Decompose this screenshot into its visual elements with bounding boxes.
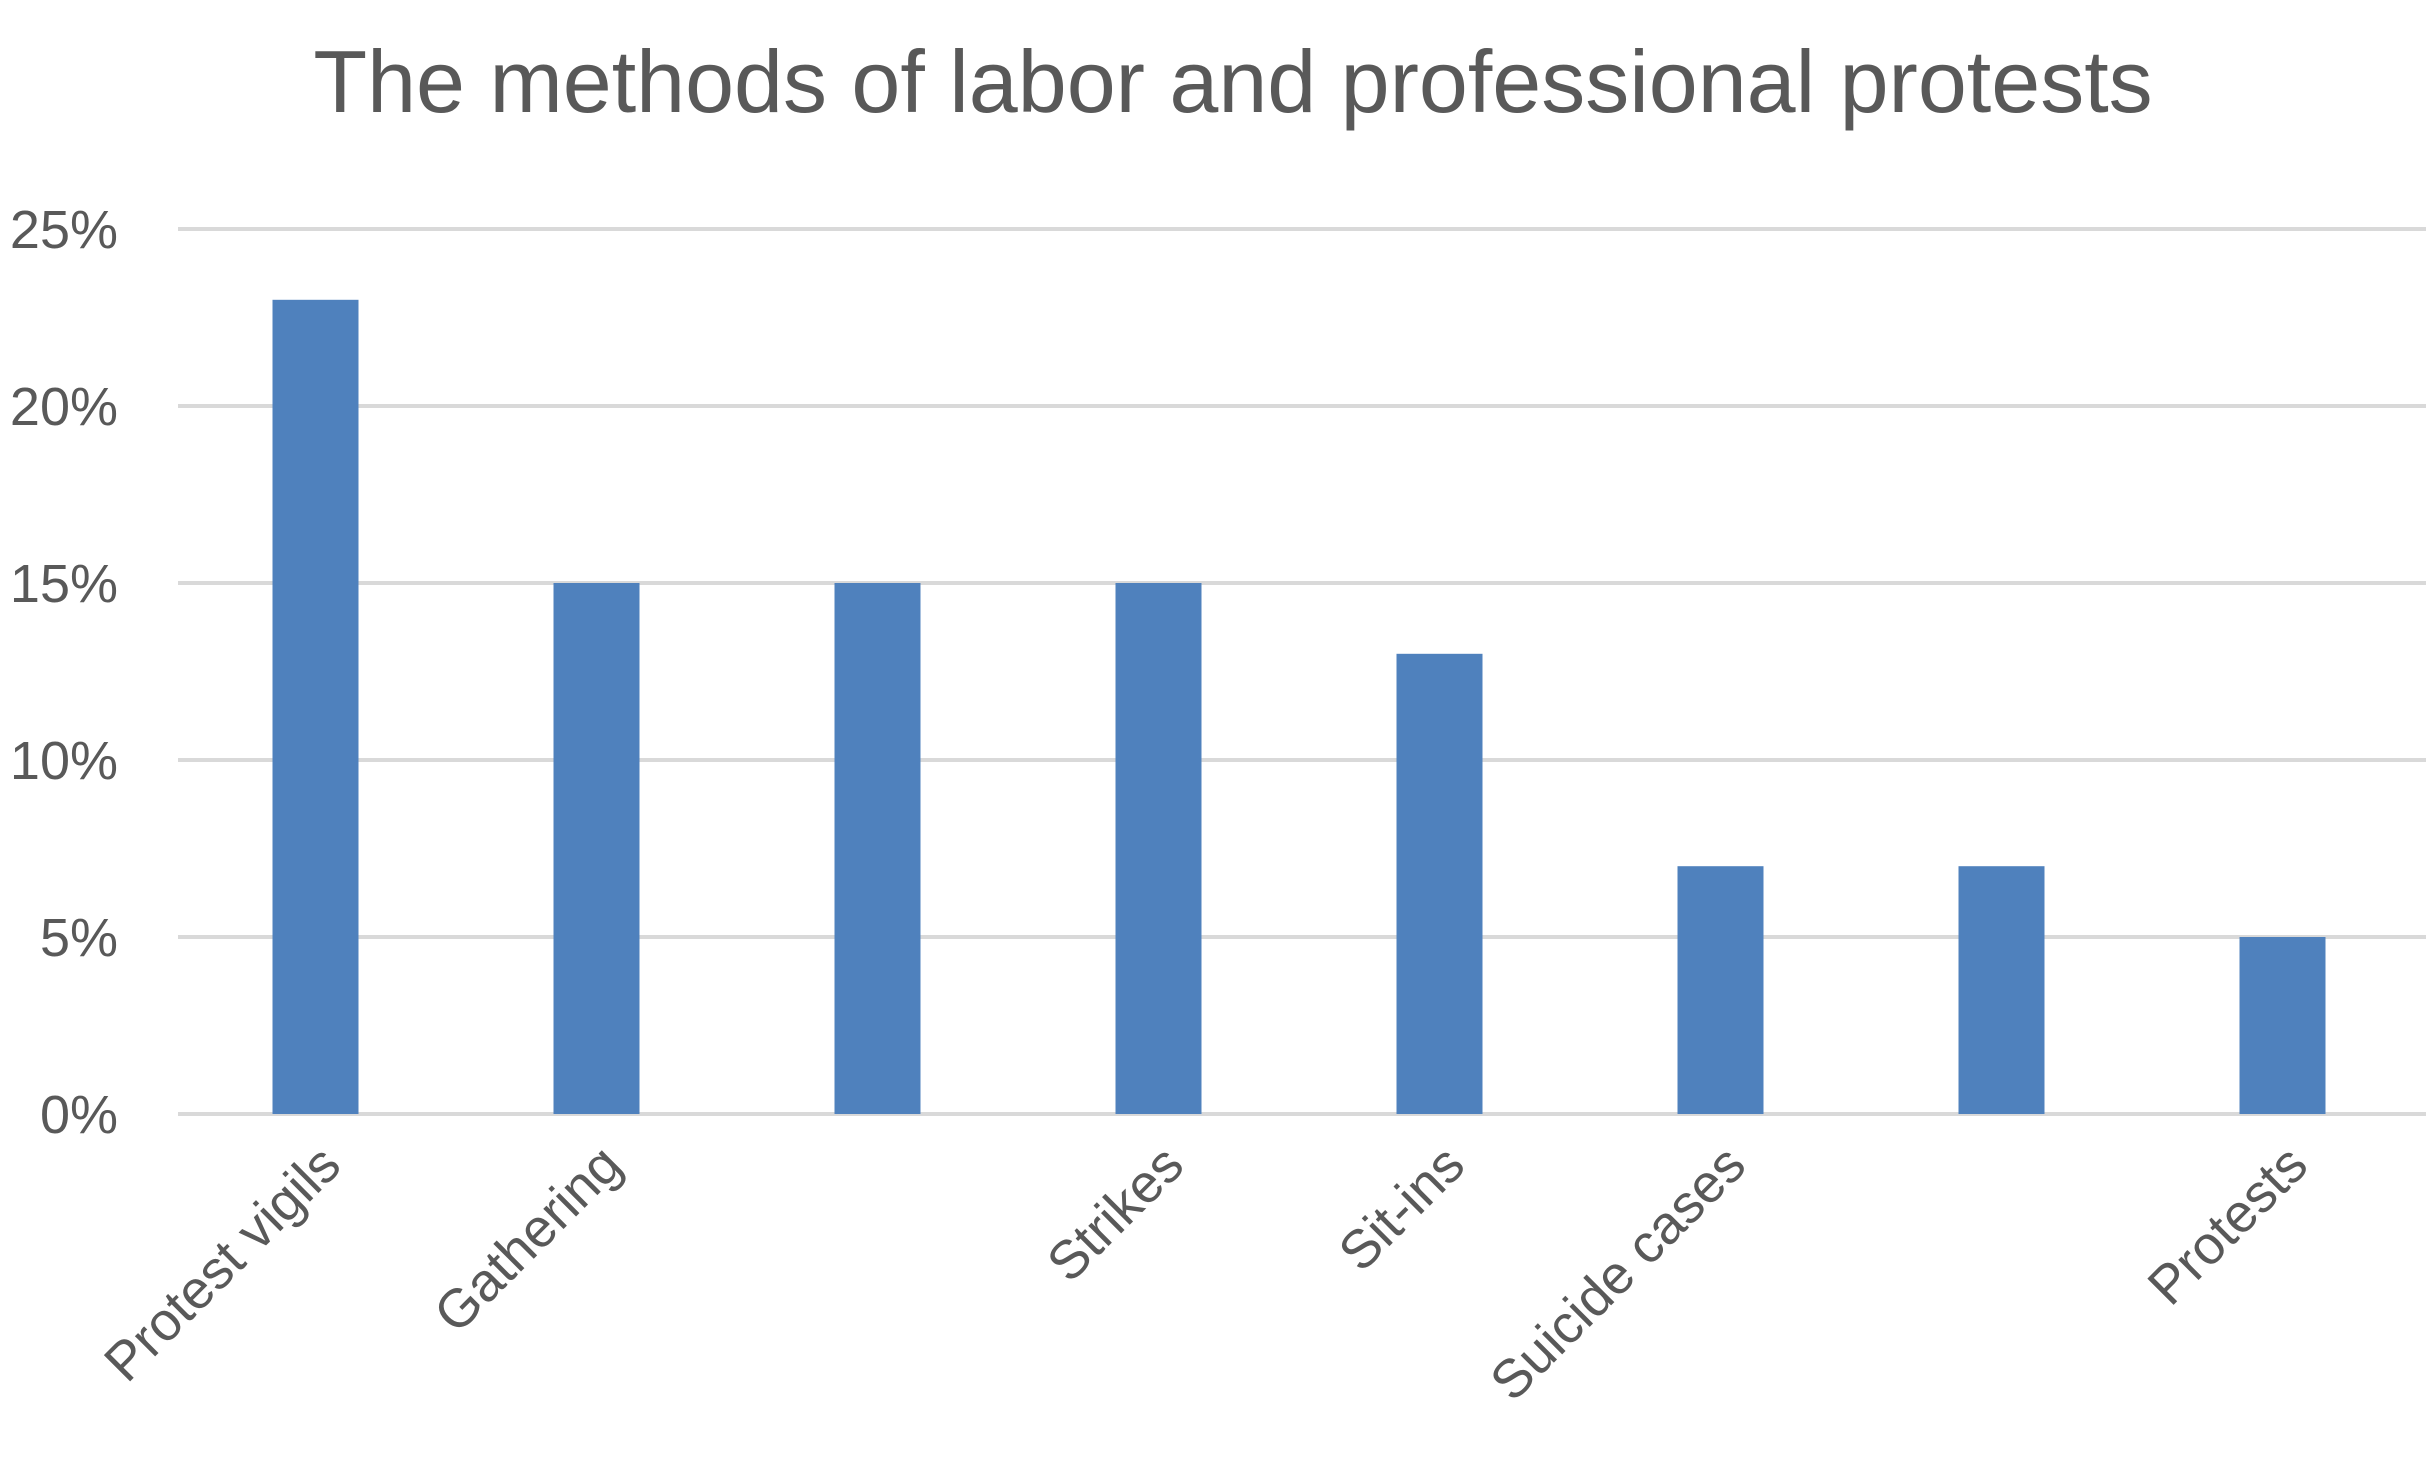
y-axis-tick-labels: 0% 5% 10% 15% 20% 25% — [10, 200, 118, 1145]
x-category-label: Strikes — [1036, 1134, 1195, 1293]
bar — [1396, 653, 1483, 1114]
y-tick-label: 5% — [40, 908, 118, 968]
bar — [834, 583, 921, 1114]
x-category-label: Suicide cases — [1479, 1134, 1757, 1412]
x-category-label: Protest vigils — [93, 1134, 352, 1393]
x-axis-category-labels: Protest vigils Gathering Strikes Sit-ins Sui… — [93, 1134, 2319, 1412]
y-tick-label: 10% — [10, 731, 118, 791]
bar — [1958, 866, 2045, 1114]
x-category-label: Protests — [2136, 1134, 2318, 1316]
bars — [272, 299, 2326, 1114]
bar — [272, 299, 359, 1114]
chart-title: The methods of labor and professional pr… — [313, 32, 2152, 131]
y-tick-label: 0% — [40, 1085, 118, 1145]
bar — [1115, 583, 1202, 1114]
y-tick-label: 15% — [10, 554, 118, 614]
bar — [553, 583, 640, 1114]
x-category-label: Gathering — [423, 1134, 633, 1344]
bar — [1677, 866, 1764, 1114]
bar — [2239, 937, 2326, 1114]
x-category-label: Sit-ins — [1327, 1134, 1476, 1283]
y-tick-label: 20% — [10, 377, 118, 437]
y-tick-label: 25% — [10, 200, 118, 260]
gridlines — [178, 227, 2426, 1116]
